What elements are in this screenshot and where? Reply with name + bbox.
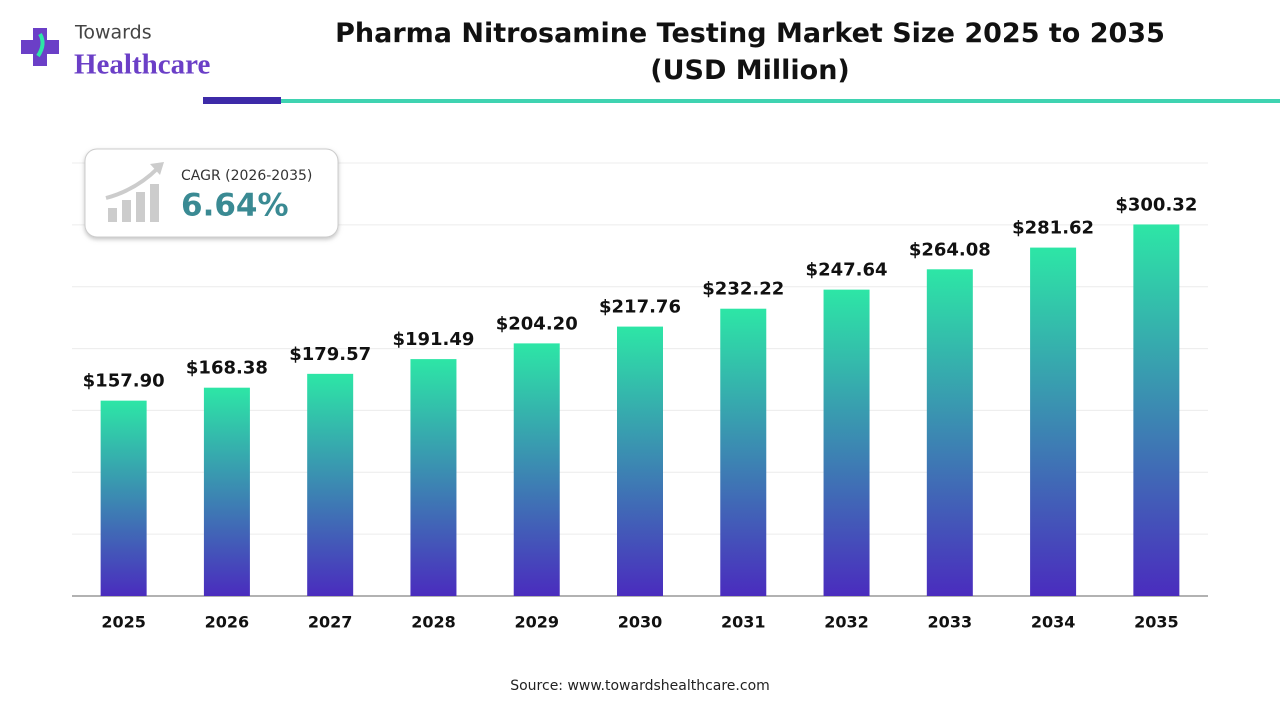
logo-text: Towards <box>74 22 152 44</box>
x-tick-label: 2033 <box>928 613 973 632</box>
x-tick-label: 2034 <box>1031 613 1076 632</box>
value-label: $168.38 <box>186 358 268 379</box>
x-tick-label: 2030 <box>618 613 663 632</box>
value-label: $204.20 <box>496 313 578 334</box>
value-label: $157.90 <box>83 371 165 392</box>
bar <box>617 326 663 596</box>
x-tick-label: 2032 <box>824 613 869 632</box>
source: Source: www.towardshealthcare.com <box>510 678 770 694</box>
bar <box>100 400 147 596</box>
bar <box>307 373 354 596</box>
x-tick-label: 2025 <box>101 613 146 632</box>
x-tick-label: 2035 <box>1134 613 1179 632</box>
x-tick-label: 2026 <box>205 613 250 632</box>
value-label: $232.22 <box>702 279 784 300</box>
value-label: $281.62 <box>1012 218 1094 239</box>
x-tick-label: 2027 <box>308 613 353 632</box>
cagr-label: CAGR (2026-2035) <box>181 168 312 184</box>
bar <box>926 269 973 596</box>
chart-title: (USD Million) <box>650 55 850 86</box>
value-label: $247.64 <box>806 260 888 281</box>
bar <box>720 308 767 596</box>
x-tick-label: 2031 <box>721 613 766 632</box>
header-rule <box>281 99 1280 103</box>
logo-text: Healthcare <box>74 49 210 81</box>
cagr-value: 6.64% <box>181 188 289 224</box>
header-rule <box>203 97 281 104</box>
bar <box>513 343 560 596</box>
bar <box>203 387 250 596</box>
value-label: $217.76 <box>599 297 681 318</box>
bar <box>410 359 457 596</box>
bar <box>1133 224 1180 597</box>
bar <box>1030 247 1077 596</box>
value-label: $191.49 <box>392 329 474 350</box>
value-label: $179.57 <box>289 344 371 365</box>
cagr-box: CAGR (2026-2035) 6.64% <box>84 148 339 238</box>
value-label: $300.32 <box>1115 194 1197 215</box>
chart-title: Pharma Nitrosamine Testing Market Size 2… <box>335 18 1165 49</box>
x-tick-label: 2029 <box>514 613 559 632</box>
value-label: $264.08 <box>909 239 991 260</box>
bar <box>823 289 870 596</box>
logo: Towards Healthcare <box>21 22 210 81</box>
x-tick-label: 2028 <box>411 613 456 632</box>
